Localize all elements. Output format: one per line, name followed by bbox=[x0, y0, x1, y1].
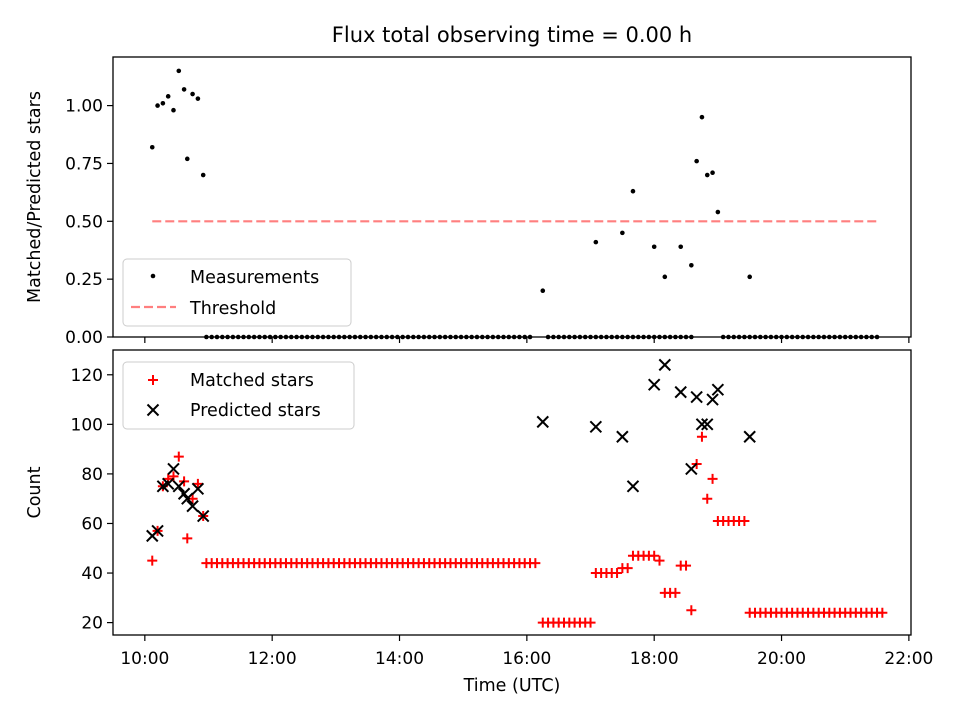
measurement-point bbox=[171, 107, 176, 113]
y-tick-label-top: 0.00 bbox=[65, 328, 103, 348]
predicted-point bbox=[186, 499, 199, 513]
predicted-point bbox=[685, 462, 698, 476]
predicted-point bbox=[536, 415, 549, 429]
legend-label-threshold: Threshold bbox=[189, 299, 276, 319]
x-tick-label: 10:00 bbox=[120, 649, 169, 669]
matched-point bbox=[739, 516, 750, 526]
predicted-point bbox=[626, 480, 640, 493]
predicted-point bbox=[658, 358, 672, 372]
measurement-point bbox=[176, 68, 182, 74]
measurement-point bbox=[593, 239, 599, 245]
measurement-point bbox=[678, 244, 684, 250]
legend-bottom bbox=[122, 361, 355, 430]
x-tick-label: 14:00 bbox=[375, 649, 424, 669]
measurement-point bbox=[200, 172, 206, 178]
y-axis-label-top: Matched/Predicted stars bbox=[25, 91, 45, 303]
matched-point bbox=[686, 605, 697, 616]
measurement-point bbox=[710, 170, 715, 176]
matched-point bbox=[707, 473, 718, 484]
predicted-point bbox=[616, 430, 629, 443]
x-tick-label: 12:00 bbox=[248, 649, 297, 669]
matched-point bbox=[654, 555, 665, 566]
measurement-point bbox=[160, 100, 166, 106]
y-tick-label-top: 1.00 bbox=[65, 97, 103, 117]
y-tick-label-top: 0.25 bbox=[65, 270, 103, 290]
predicted-point bbox=[690, 390, 703, 404]
y-tick-label-bottom: 60 bbox=[81, 514, 103, 534]
measurement-point bbox=[155, 103, 160, 108]
measurement-point bbox=[195, 96, 201, 101]
matched-point bbox=[622, 563, 633, 574]
matched-point bbox=[173, 451, 184, 462]
legend-marker-measurements bbox=[150, 273, 156, 279]
matched-point bbox=[681, 560, 692, 571]
matched-point bbox=[147, 555, 158, 566]
matched-point bbox=[192, 478, 203, 489]
predicted-point bbox=[191, 482, 205, 495]
matched-point bbox=[877, 607, 888, 618]
x-tick-label: 18:00 bbox=[630, 649, 679, 669]
matched-point bbox=[585, 617, 596, 628]
measurement-point bbox=[694, 158, 699, 164]
measurement-point bbox=[190, 91, 195, 97]
measurement-point bbox=[165, 94, 171, 99]
plot-frame-bottom bbox=[112, 349, 912, 636]
legend-label-matched: Matched stars bbox=[190, 371, 314, 391]
y-tick-label-bottom: 100 bbox=[71, 415, 103, 435]
x-tick-label: 22:00 bbox=[884, 649, 933, 669]
predicted-point bbox=[695, 418, 709, 431]
matched-point bbox=[649, 550, 660, 561]
y-tick-label-top: 0.50 bbox=[65, 212, 103, 232]
predicted-point bbox=[167, 462, 180, 476]
measurement-point bbox=[630, 188, 636, 194]
y-tick-label-bottom: 80 bbox=[81, 465, 103, 485]
predicted-point bbox=[743, 430, 756, 443]
predicted-point bbox=[161, 477, 175, 491]
measurement-point bbox=[704, 172, 710, 178]
predicted-point bbox=[647, 378, 661, 391]
measurement-point bbox=[747, 274, 753, 280]
matched-point bbox=[182, 533, 193, 544]
plot-frame-top bbox=[112, 56, 912, 338]
measurement-point bbox=[651, 244, 657, 250]
predicted-point bbox=[181, 492, 194, 505]
measurement-point bbox=[689, 262, 694, 268]
measurement-point bbox=[149, 144, 155, 150]
predicted-point bbox=[172, 480, 186, 493]
y-tick-label-top: 0.75 bbox=[65, 154, 103, 174]
matched-point bbox=[530, 558, 541, 569]
matched-point bbox=[702, 493, 713, 504]
legend-label-measurements: Measurements bbox=[190, 268, 319, 288]
measurement-point bbox=[662, 274, 668, 280]
matched-point bbox=[612, 568, 623, 579]
legend-top bbox=[122, 258, 352, 327]
measurement-point bbox=[715, 209, 721, 215]
measurement-point bbox=[181, 87, 187, 92]
y-axis-label-bottom: Count bbox=[25, 466, 45, 518]
predicted-point bbox=[151, 524, 164, 538]
y-tick-label-bottom: 120 bbox=[71, 366, 103, 386]
legend-label-predicted: Predicted stars bbox=[190, 401, 321, 421]
matched-point bbox=[696, 431, 707, 442]
y-tick-label-bottom: 20 bbox=[81, 614, 103, 634]
x-axis-label: Time (UTC) bbox=[463, 676, 561, 696]
legend-marker-matched bbox=[148, 375, 158, 385]
chart-title: Flux total observing time = 0.00 h bbox=[332, 23, 692, 47]
x-tick-label: 20:00 bbox=[757, 649, 806, 669]
measurement-point bbox=[620, 230, 625, 236]
measurement-point bbox=[699, 114, 705, 120]
predicted-point bbox=[674, 385, 687, 399]
predicted-point bbox=[196, 509, 210, 523]
matched-point bbox=[670, 587, 681, 598]
predicted-point bbox=[711, 383, 725, 396]
measurement-point bbox=[184, 156, 190, 162]
predicted-point bbox=[589, 420, 603, 434]
legend-marker-predicted bbox=[146, 403, 160, 417]
x-tick-label: 16:00 bbox=[502, 649, 551, 669]
measurement-point bbox=[540, 288, 546, 294]
predicted-point bbox=[706, 393, 719, 406]
predicted-point bbox=[701, 418, 714, 431]
y-tick-label-bottom: 40 bbox=[81, 564, 103, 584]
